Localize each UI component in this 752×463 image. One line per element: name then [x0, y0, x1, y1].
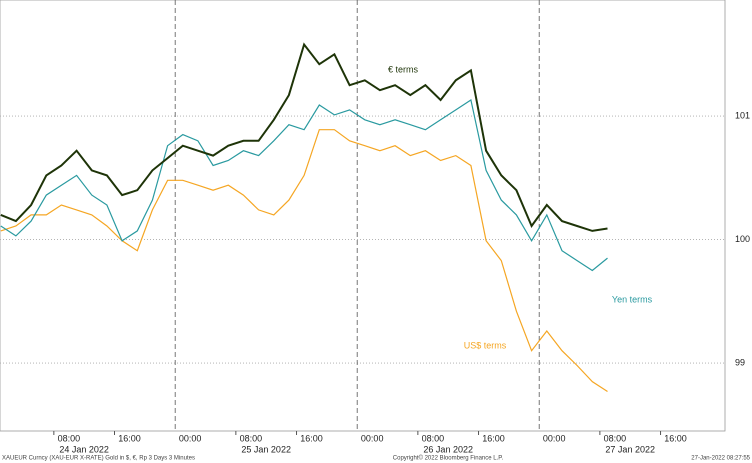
x-tick-label: 00:00 — [543, 433, 566, 443]
plot-frame — [0, 0, 726, 432]
series-line — [0, 129, 608, 393]
day-label: 27 Jan 2022 — [605, 444, 655, 454]
y-tick-label: 99 — [735, 357, 745, 367]
series-label: € terms — [388, 64, 419, 74]
series-label: US$ terms — [464, 340, 507, 350]
footer-left: XAUEUR Curncy (XAU-EUR X-RATE) Gold in $… — [2, 456, 195, 462]
x-tick-label: 08:00 — [58, 433, 81, 443]
x-tick-label: 00:00 — [179, 433, 202, 443]
x-tick-label: 08:00 — [422, 433, 445, 443]
x-tick-label: 16:00 — [664, 433, 687, 443]
day-label: 25 Jan 2022 — [241, 444, 291, 454]
y-tick-label: 100 — [735, 234, 750, 244]
series-line — [0, 42, 608, 232]
series-line — [0, 99, 608, 272]
day-label: 26 Jan 2022 — [423, 444, 473, 454]
footer-center: Copyright© 2022 Bloomberg Finance L.P. — [393, 455, 504, 462]
x-tick-label: 08:00 — [240, 433, 263, 443]
series-label: Yen terms — [612, 294, 653, 304]
day-label: 24 Jan 2022 — [59, 444, 109, 454]
x-tick-label: 16:00 — [300, 433, 323, 443]
x-tick-label: 08:00 — [604, 433, 627, 443]
x-tick-label: 00:00 — [361, 433, 384, 443]
footer-right: 27-Jan-2022 08:27:55 — [691, 456, 750, 462]
y-tick-label: 101 — [735, 110, 750, 120]
x-tick-label: 16:00 — [118, 433, 141, 443]
x-tick-label: 16:00 — [482, 433, 505, 443]
